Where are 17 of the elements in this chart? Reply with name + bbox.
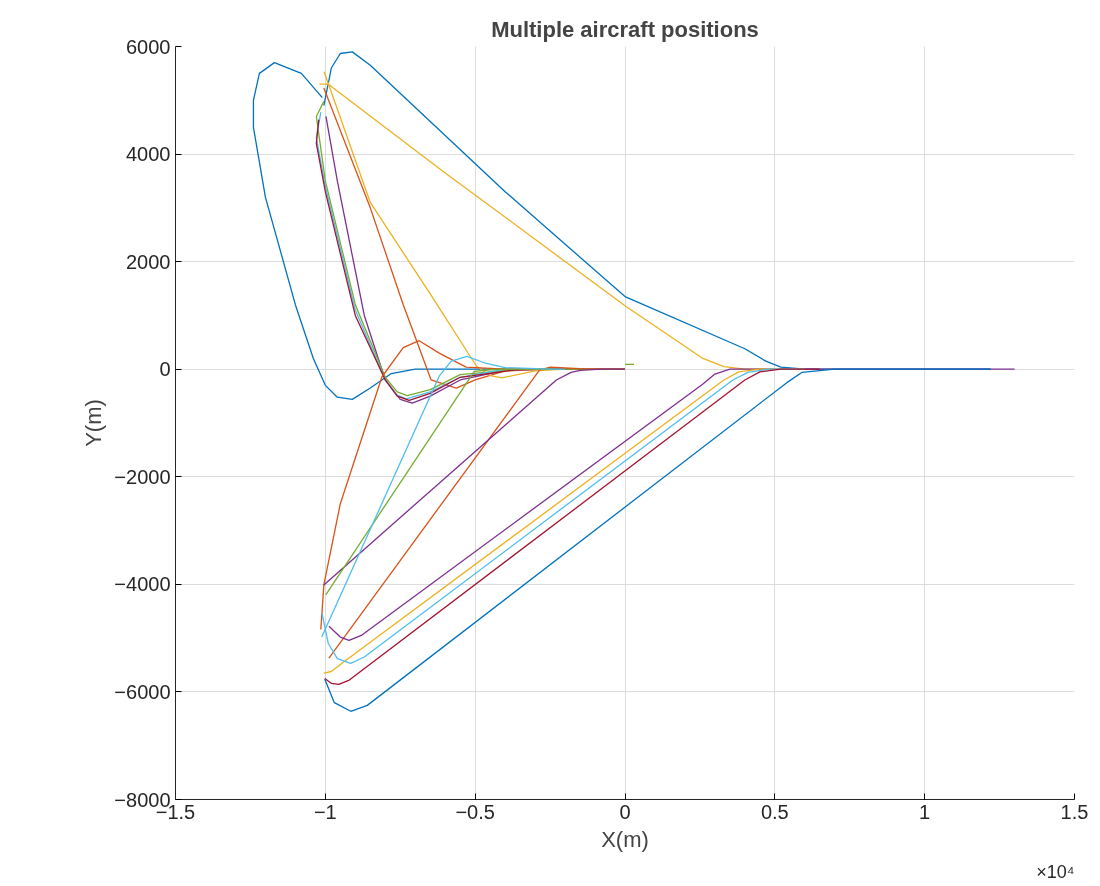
y-tick-label: 2000 — [126, 250, 171, 273]
text: ×10⁴ — [1036, 861, 1075, 882]
chart-title: Multiple aircraft positions — [491, 16, 759, 42]
y-tick-label: 0 — [159, 358, 171, 381]
x-tick-label: 1.5 — [1060, 800, 1089, 823]
y-tick-label: −4000 — [114, 573, 171, 596]
y-tick-label: 4000 — [126, 143, 171, 166]
x-tick-label: 1 — [919, 800, 931, 823]
y-axis-title: Y(m) — [81, 399, 107, 447]
x-tick-label: 0 — [619, 800, 631, 823]
y-tick-label: −6000 — [114, 680, 171, 703]
y-tick-label: −2000 — [114, 465, 171, 488]
y-tick-label: 6000 — [126, 35, 171, 58]
x-tick-label: −0.5 — [455, 800, 495, 823]
x-tick-label: −1 — [313, 800, 337, 823]
x-axis-title: X(m) — [601, 826, 649, 852]
x-tick-label: 0.5 — [760, 800, 789, 823]
